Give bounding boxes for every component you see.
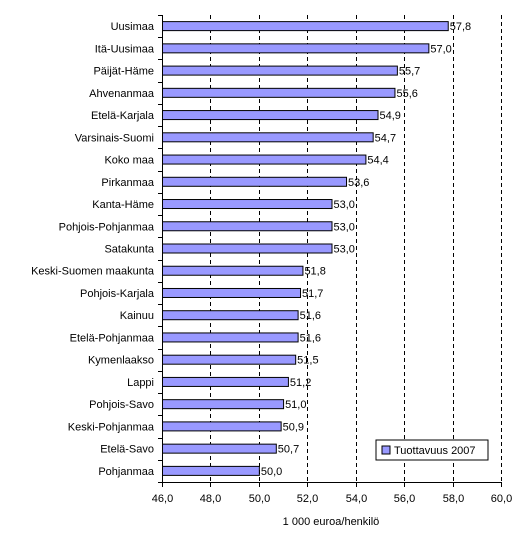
x-tick-label: 60,0	[491, 493, 512, 505]
value-label: 54,7	[375, 132, 396, 144]
legend-swatch	[381, 445, 391, 455]
x-tick-label: 54,0	[346, 493, 367, 505]
bar	[162, 221, 333, 232]
bar	[162, 87, 396, 98]
x-tick-label: 50,0	[249, 493, 270, 505]
category-label: Kainuu	[120, 310, 154, 322]
value-label: 51,6	[300, 310, 321, 322]
x-tick-label: 46,0	[152, 493, 173, 505]
value-label: 53,0	[334, 199, 355, 211]
value-label: 57,0	[430, 43, 451, 55]
legend: Tuottavuus 2007	[375, 439, 489, 461]
bar	[162, 243, 333, 254]
value-label: 55,6	[396, 88, 417, 100]
bar	[162, 354, 297, 365]
category-label: Keski-Pohjanmaa	[68, 421, 155, 433]
bar	[162, 399, 285, 410]
category-label: Kymenlaakso	[88, 355, 154, 367]
category-label: Itä-Uusimaa	[95, 43, 155, 55]
category-label: Ahvenanmaa	[89, 88, 155, 100]
category-label: Etelä-Savo	[100, 444, 154, 456]
bar	[162, 154, 367, 165]
value-label: 51,5	[297, 355, 318, 367]
value-label: 55,7	[399, 66, 420, 78]
value-label: 51,6	[300, 332, 321, 344]
bar	[162, 421, 282, 432]
x-tick-label: 58,0	[443, 493, 464, 505]
category-label: Satakunta	[104, 244, 154, 256]
category-label: Pohjois-Pohjanmaa	[59, 221, 155, 233]
bar	[162, 310, 299, 321]
x-axis-title: 1 000 euroa/henkilö	[283, 516, 380, 528]
x-tick-label: 48,0	[200, 493, 221, 505]
bar	[162, 265, 304, 276]
bar	[162, 176, 348, 187]
value-label: 53,0	[334, 244, 355, 256]
category-label: Uusimaa	[111, 21, 155, 33]
value-label: 51,8	[304, 266, 325, 278]
x-tick-labels: 46,0 48,0 50,0 52,0 54,0 56,0 58,0 60,0	[152, 493, 512, 505]
bar	[162, 287, 302, 298]
category-label: Etelä-Pohjanmaa	[70, 332, 155, 344]
category-label: Etelä-Karjala	[91, 110, 155, 122]
bar	[162, 332, 299, 343]
category-label: Pirkanmaa	[101, 177, 154, 189]
legend-label: Tuottavuus 2007	[394, 445, 476, 457]
bar	[162, 465, 260, 476]
value-label: 57,8	[450, 21, 471, 33]
category-label: Päijät-Häme	[93, 66, 154, 78]
category-label: Kanta-Häme	[92, 199, 154, 211]
value-label: 53,6	[348, 177, 369, 189]
value-label: 50,0	[261, 466, 282, 478]
x-tick-label: 56,0	[394, 493, 415, 505]
category-label: Pohjois-Karjala	[80, 288, 155, 300]
category-label: Lappi	[127, 377, 154, 389]
bar	[162, 110, 379, 121]
value-label: 50,9	[283, 421, 304, 433]
value-label: 51,0	[285, 399, 306, 411]
category-labels: Uusimaa Itä-Uusimaa Päijät-Häme Ahvenanmaa E…	[31, 21, 155, 478]
category-label: Koko maa	[104, 155, 154, 167]
axes	[158, 15, 502, 487]
value-label: 51,2	[290, 377, 311, 389]
bar	[162, 65, 398, 76]
x-tick-label: 52,0	[297, 493, 318, 505]
category-label: Pohjanmaa	[98, 466, 155, 478]
bar	[162, 376, 289, 387]
bar	[162, 132, 374, 143]
bar	[162, 21, 449, 32]
bar	[162, 443, 277, 454]
legend-box	[375, 439, 489, 461]
category-label: Varsinais-Suomi	[75, 132, 154, 144]
value-label: 54,4	[367, 155, 388, 167]
value-label: 51,7	[302, 288, 323, 300]
bar	[162, 43, 430, 54]
category-label: Keski-Suomen maakunta	[31, 266, 155, 278]
value-label: 53,0	[334, 221, 355, 233]
bar	[162, 199, 333, 210]
value-label: 50,7	[278, 444, 299, 456]
value-labels: 57,8 57,0 55,7 55,6 54,9 54,7 54,4 53,6 53,0 53,0…	[261, 21, 471, 478]
bars	[162, 21, 449, 476]
category-label: Pohjois-Savo	[89, 399, 154, 411]
value-label: 54,9	[380, 110, 401, 122]
